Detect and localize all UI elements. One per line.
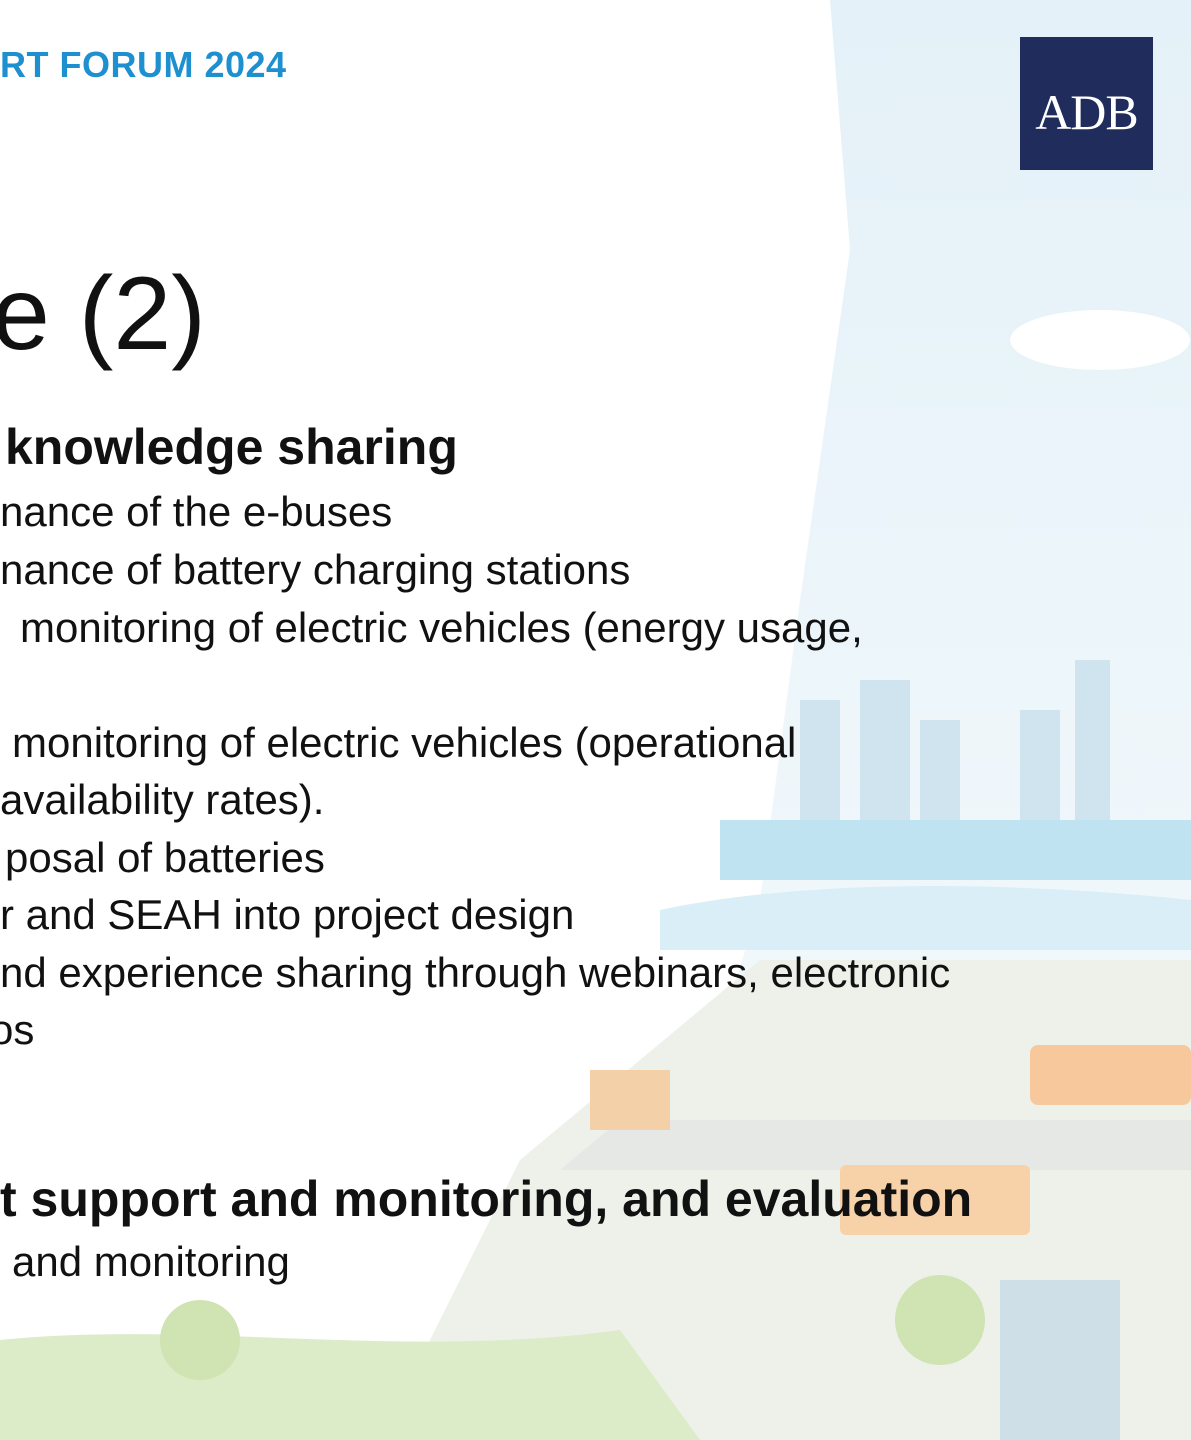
adb-logo: ADB <box>1020 37 1153 170</box>
event-name: RT FORUM 2024 <box>0 44 287 86</box>
logo-text: ADB <box>1020 83 1153 141</box>
bullet-item: and monitoring <box>12 1238 290 1286</box>
bullet-item: nance of battery charging stations <box>0 546 630 594</box>
slide-title: e (2) <box>0 255 206 374</box>
bullet-item: nance of the e-buses <box>0 488 392 536</box>
section-heading: t support and monitoring, and evaluation <box>0 1170 972 1228</box>
bullet-item: monitoring of electric vehicles (energy … <box>20 604 863 652</box>
section-heading: knowledge sharing <box>5 418 458 476</box>
bullet-item: os <box>0 1006 34 1054</box>
bullet-item: r and SEAH into project design <box>0 891 574 939</box>
bullet-item: monitoring of electric vehicles (operati… <box>12 719 796 767</box>
bullet-item: nd experience sharing through webinars, … <box>0 949 950 997</box>
bullet-item: posal of batteries <box>5 834 325 882</box>
bullet-item: availability rates). <box>0 776 324 824</box>
slide: {"header": {"event": "RT FORUM 2024", "l… <box>0 0 1191 1440</box>
